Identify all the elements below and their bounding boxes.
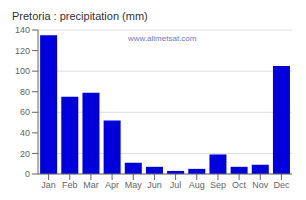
svg-text:80: 80 <box>20 87 30 97</box>
svg-text:Jan: Jan <box>41 180 56 190</box>
svg-text:120: 120 <box>15 46 30 56</box>
svg-text:Mar: Mar <box>83 180 99 190</box>
svg-text:0: 0 <box>25 169 30 179</box>
svg-text:Jun: Jun <box>147 180 162 190</box>
svg-text:20: 20 <box>20 149 30 159</box>
svg-text:100: 100 <box>15 66 30 76</box>
svg-text:Aug: Aug <box>189 180 205 190</box>
svg-text:Oct: Oct <box>232 180 247 190</box>
svg-text:40: 40 <box>20 128 30 138</box>
html-text:www.allmetsat.com: www.allmetsat.com <box>128 34 197 43</box>
svg-text:Nov: Nov <box>252 180 269 190</box>
svg-text:140: 140 <box>15 25 30 35</box>
svg-text:Feb: Feb <box>62 180 78 190</box>
svg-text:Jul: Jul <box>170 180 182 190</box>
html-text:Pretoria : precipitation (mm): Pretoria : precipitation (mm) <box>12 10 148 22</box>
svg-text:Apr: Apr <box>105 180 119 190</box>
svg-text:Sep: Sep <box>210 180 226 190</box>
svg-text:60: 60 <box>20 107 30 117</box>
svg-text:May: May <box>125 180 143 190</box>
svg-text:Dec: Dec <box>273 180 290 190</box>
